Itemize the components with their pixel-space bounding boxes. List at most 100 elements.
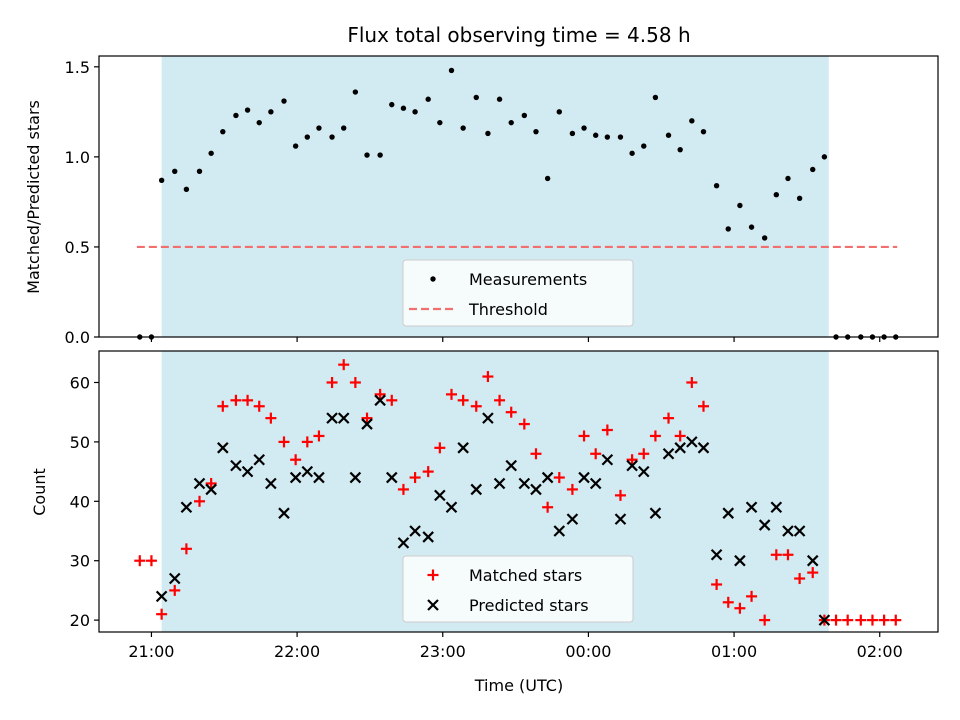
matched-star-point — [578, 430, 590, 442]
measurement-point — [304, 134, 310, 140]
measurement-point — [785, 175, 791, 182]
measurement-point — [183, 186, 190, 192]
predicted-star-point — [637, 465, 650, 478]
predicted-star-point — [553, 525, 566, 537]
legend-marker-measurements — [430, 276, 436, 282]
measurement-point — [208, 150, 214, 156]
x-tick-label: 22:00 — [274, 642, 320, 661]
measurement-point — [460, 125, 466, 131]
y-tick-label: 0.5 — [65, 238, 90, 257]
predicted-star-point — [614, 513, 627, 525]
matched-star-point — [457, 394, 469, 406]
matched-star-point — [180, 543, 192, 555]
predicted-star-point — [758, 519, 771, 531]
predicted-star-point — [806, 554, 819, 567]
matched-star-point — [349, 376, 361, 388]
legend-label: Threshold — [468, 300, 548, 319]
bottom-y-axis-label: Count — [30, 468, 49, 516]
predicted-star-point — [470, 483, 483, 496]
measurement-point — [412, 109, 418, 115]
matched-star-point — [518, 418, 530, 430]
measurement-point — [389, 101, 395, 108]
matched-star-point — [830, 614, 842, 626]
measurement-point — [652, 94, 659, 101]
x-tick-label: 01:00 — [711, 642, 757, 661]
axes-frame — [98, 55, 939, 338]
predicted-star-point — [326, 412, 338, 424]
predicted-star-point — [530, 483, 542, 496]
matched-star-point — [422, 466, 434, 478]
predicted-star-point — [662, 447, 675, 460]
measurement-point — [244, 107, 251, 113]
measurement-point — [700, 128, 707, 135]
measurement-point — [158, 177, 165, 183]
measurement-point — [473, 94, 479, 101]
matched-star-point — [686, 376, 698, 388]
matched-star-point — [866, 614, 878, 626]
predicted-star-point — [505, 459, 517, 472]
predicted-star-point — [409, 525, 421, 537]
measurement-point — [737, 202, 743, 209]
matched-star-point — [553, 472, 565, 484]
predicted-star-point — [578, 471, 590, 484]
measurement-point — [748, 224, 755, 230]
matched-star-point — [409, 472, 421, 484]
predicted-star-point — [434, 489, 446, 502]
predicted-star-point — [230, 459, 242, 472]
measurement-point — [604, 134, 611, 140]
matched-star-point — [566, 483, 578, 495]
matched-star-point — [194, 495, 206, 507]
measurement-point — [773, 191, 780, 198]
axes-frame — [98, 350, 939, 633]
matched-star-point — [746, 590, 758, 602]
chart-title: Flux total observing time = 4.58 h — [347, 23, 690, 47]
y-tick-label: 0.0 — [65, 328, 90, 347]
predicted-star-point — [422, 531, 434, 543]
matched-star-point — [590, 448, 602, 460]
predicted-star-point — [385, 471, 398, 484]
predicted-star-point — [265, 477, 277, 490]
matched-star-point — [782, 549, 794, 561]
legend-label: Predicted stars — [469, 596, 589, 615]
predicted-star-point — [793, 525, 806, 537]
predicted-star-point — [541, 471, 554, 484]
legend-marker-predicted — [427, 599, 439, 611]
matched-star-point — [530, 448, 542, 460]
predicted-star-point — [349, 471, 362, 484]
matched-star-point — [542, 501, 554, 513]
matched-star-point — [205, 477, 217, 489]
matched-star-point — [313, 430, 325, 442]
matched-star-point — [855, 614, 867, 626]
matched-star-point — [674, 430, 686, 442]
measurement-point — [641, 143, 647, 149]
matched-star-point — [434, 442, 446, 454]
measurement-point — [581, 125, 587, 131]
measurement-point — [437, 119, 443, 126]
matched-star-point — [145, 555, 157, 567]
measurement-point — [533, 128, 539, 135]
measurement-point — [689, 118, 695, 124]
matched-star-point — [169, 584, 181, 596]
predicted-star-point — [818, 614, 831, 626]
y-tick-label: 1.0 — [65, 148, 90, 167]
top-y-axis-label: Matched/Predicted stars — [24, 100, 43, 294]
matched-star-point — [734, 602, 746, 614]
matched-star-point — [494, 394, 506, 406]
matched-star-point — [697, 400, 709, 412]
matched-star-point — [770, 549, 782, 561]
predicted-star-point — [457, 442, 469, 454]
measurement-point — [400, 105, 407, 111]
predicted-star-point — [697, 442, 710, 454]
legend-marker-matched — [427, 569, 439, 581]
measurement-point — [292, 143, 299, 149]
measurement-point — [725, 226, 731, 232]
legend-box — [402, 555, 634, 623]
legend-box — [402, 259, 634, 327]
predicted-star-point — [278, 507, 290, 519]
measurement-point — [629, 150, 635, 156]
predicted-star-point — [313, 471, 325, 484]
measurement-point — [508, 119, 514, 126]
matched-star-point — [278, 436, 290, 448]
matched-star-point — [878, 614, 890, 626]
predicted-star-point — [601, 453, 614, 466]
